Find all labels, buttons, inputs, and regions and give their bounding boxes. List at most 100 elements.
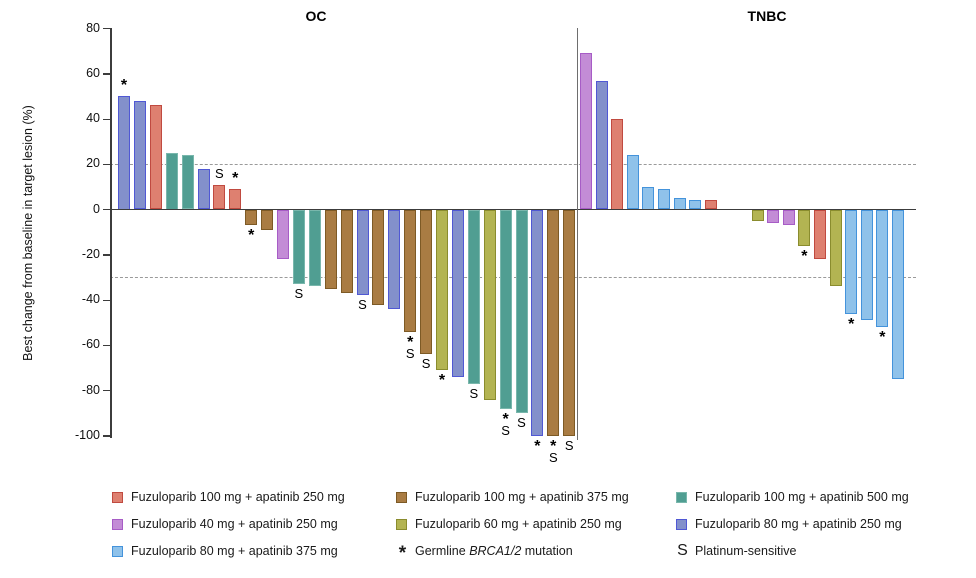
legend-swatch-lightblue-icon xyxy=(112,545,123,557)
legend-item-red: Fuzuloparib 100 mg + apatinib 250 mg xyxy=(112,489,345,505)
bar-annotation: * S xyxy=(492,411,520,438)
platinum-sensitive-mark: S xyxy=(215,165,224,181)
x-axis-baseline xyxy=(110,208,916,211)
bar xyxy=(277,209,289,260)
platinum-sensitive-mark: S xyxy=(405,345,415,361)
brca-mutation-mark: * xyxy=(248,227,255,245)
bar-annotation: * xyxy=(110,77,138,95)
platinum-sensitive-mark: S xyxy=(469,385,479,401)
y-tick xyxy=(103,163,110,166)
platinum-sensitive-mark: S xyxy=(358,297,367,313)
legend-label: Germline BRCA1/2 mutation xyxy=(415,544,573,558)
bar xyxy=(829,209,842,287)
bar xyxy=(892,209,904,380)
bar xyxy=(420,209,433,355)
legend-item-brown: Fuzuloparib 100 mg + apatinib 375 mg xyxy=(396,489,629,505)
brca-mutation-mark: * xyxy=(879,329,886,347)
platinum-sensitive-mark: S xyxy=(501,422,510,438)
legend-swatch-teal-icon xyxy=(676,491,687,503)
bar-annotation: * xyxy=(221,170,249,188)
bar xyxy=(245,209,258,226)
y-tick xyxy=(103,118,110,120)
y-tick-label: 60 xyxy=(86,65,100,80)
legend-label: Fuzuloparib 80 mg + apatinib 375 mg xyxy=(131,544,338,558)
y-tick-label: -40 xyxy=(81,292,100,306)
bar xyxy=(642,186,655,210)
y-tick-label: -20 xyxy=(81,246,100,261)
bar-annotation: * xyxy=(790,247,818,265)
bar xyxy=(451,209,464,377)
legend-item-platinum-sensitive: S Platinum-sensitive xyxy=(676,543,796,559)
brca-mutation-mark: * xyxy=(848,315,855,333)
bar xyxy=(308,209,321,287)
bar xyxy=(876,209,889,328)
bar-annotation: S xyxy=(460,385,488,401)
bar xyxy=(149,105,162,210)
y-tick-label: 80 xyxy=(86,20,100,35)
bar xyxy=(261,209,274,230)
bar-annotation: * S xyxy=(539,438,567,465)
y-tick-label: -80 xyxy=(81,382,100,397)
legend-item-brca-mutation: * Germline BRCA1/2 mutation xyxy=(396,543,573,564)
bar xyxy=(499,209,512,409)
panel-title-oc: OC xyxy=(305,8,327,24)
legend-label: Fuzuloparib 60 mg + apatinib 250 mg xyxy=(415,517,622,531)
y-tick-label: -60 xyxy=(81,337,100,352)
bar-annotation: * xyxy=(868,329,896,347)
legend-swatch-purple-icon xyxy=(112,518,123,530)
bar-annotation: * xyxy=(428,372,456,390)
brca-mutation-mark: * xyxy=(438,372,446,390)
platinum-sensitive-mark: S xyxy=(294,286,304,302)
y-tick xyxy=(103,344,110,347)
legend-label: Fuzuloparib 80 mg + apatinib 250 mg xyxy=(695,517,902,531)
bar xyxy=(814,209,826,260)
y-tick-label: 0 xyxy=(93,201,100,216)
legend-item-teal: Fuzuloparib 100 mg + apatinib 500 mg xyxy=(676,489,909,505)
legend-item-olive: Fuzuloparib 60 mg + apatinib 250 mg xyxy=(396,516,622,532)
y-axis-label: Best change from baseline in target lesi… xyxy=(21,105,35,361)
reference-line xyxy=(110,276,916,278)
legend-label: Platinum-sensitive xyxy=(695,544,797,558)
bar xyxy=(372,209,385,305)
y-tick xyxy=(103,435,110,437)
asterisk-symbol-icon: * xyxy=(398,543,407,564)
bar xyxy=(340,209,353,294)
bar-annotation: * xyxy=(837,315,865,333)
y-tick xyxy=(103,390,110,392)
legend-label: Fuzuloparib 100 mg + apatinib 375 mg xyxy=(415,490,629,504)
legend-label: Fuzuloparib 100 mg + apatinib 500 mg xyxy=(695,490,909,504)
y-tick xyxy=(103,28,110,30)
y-tick xyxy=(103,299,110,301)
brca-mutation-mark: * xyxy=(120,77,128,95)
bar-annotation: * xyxy=(523,438,551,454)
platinum-sensitive-mark: S xyxy=(548,449,558,465)
bar xyxy=(531,209,544,436)
bar xyxy=(181,155,194,210)
y-tick-label: 20 xyxy=(86,156,100,171)
legend-item-blueviolet: Fuzuloparib 80 mg + apatinib 250 mg xyxy=(676,516,902,532)
bar xyxy=(467,209,480,384)
y-tick xyxy=(103,209,110,211)
bar xyxy=(845,209,858,314)
y-tick xyxy=(103,73,110,75)
legend-swatch-olive-icon xyxy=(396,518,407,530)
brca-mutation-mark: * xyxy=(801,247,808,265)
bar xyxy=(751,209,764,221)
brca-mutation-mark: * xyxy=(407,333,414,351)
platinum-sensitive-mark: S xyxy=(564,437,574,453)
bar xyxy=(388,209,401,310)
platinum-sensitive-mark: S xyxy=(421,356,431,372)
bar xyxy=(580,53,592,210)
legend-label: Fuzuloparib 40 mg + apatinib 250 mg xyxy=(131,517,338,531)
bar xyxy=(165,152,178,210)
bar xyxy=(133,100,146,210)
bar xyxy=(229,189,242,210)
brca-mutation-mark: * xyxy=(232,170,239,188)
bar-annotation: S xyxy=(508,416,536,430)
bar xyxy=(547,209,560,436)
bar xyxy=(292,209,305,285)
y-axis-line xyxy=(110,28,112,438)
bar xyxy=(782,209,795,226)
y-tick-label: -100 xyxy=(74,427,100,442)
